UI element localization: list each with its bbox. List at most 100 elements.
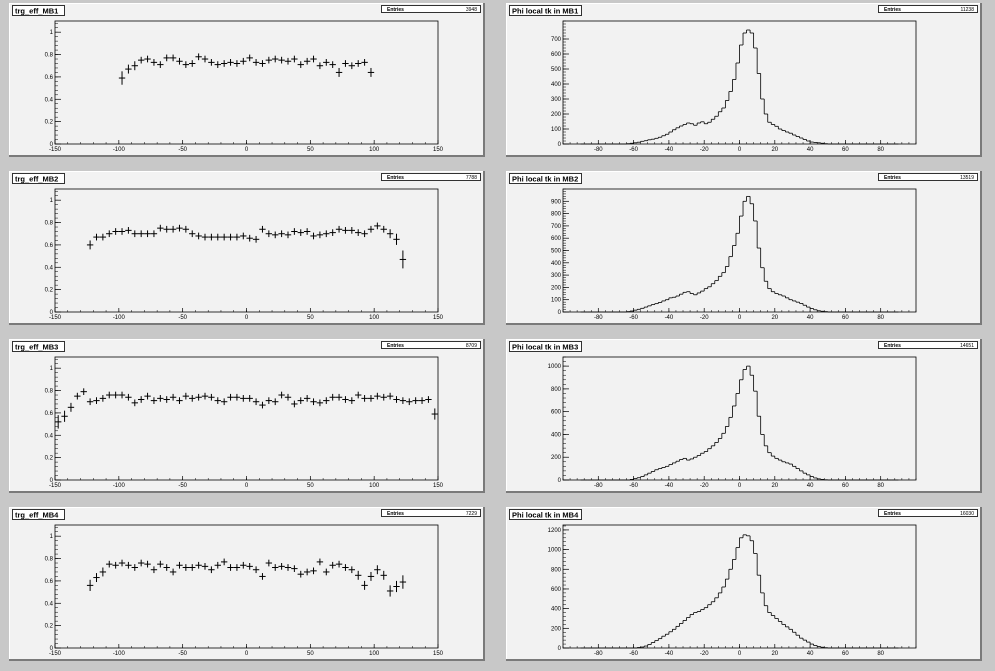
data-point (246, 563, 253, 570)
data-point (399, 397, 407, 404)
y-tick-label: 0.2 (45, 120, 54, 126)
data-point (163, 225, 170, 233)
data-point (259, 401, 266, 409)
data-point (367, 225, 375, 233)
chart-panel-2: -80 -60 -40 -20 0 20 40 60 80 0 100 200 300 400 500 600… (506, 3, 982, 157)
pad-bevel-light (506, 339, 982, 493)
y-tick-label: 1 (50, 198, 54, 204)
plot-frame (562, 356, 917, 481)
data-point (240, 232, 247, 240)
data-point (323, 397, 330, 404)
data-point (112, 228, 119, 235)
data-point (125, 64, 132, 74)
data-point (399, 250, 407, 269)
data-point (220, 60, 228, 67)
data-point (233, 233, 241, 241)
data-point (316, 399, 324, 407)
x-tick-label: 0 (245, 651, 249, 657)
y-tick-label: 400 (551, 432, 562, 438)
stats-box (878, 509, 978, 517)
data-point (329, 561, 336, 569)
chart-svg: -80 -60 -40 -20 0 20 40 60 800100200300400500600… (506, 171, 982, 325)
stats-entries-label: Entries (387, 7, 404, 13)
y-tick-label: 0 (558, 142, 562, 148)
data-point (233, 393, 241, 401)
x-tick-label: 150 (433, 483, 444, 489)
data-point (361, 395, 368, 402)
data-point (240, 395, 247, 402)
data-point (86, 398, 94, 406)
histogram (580, 29, 899, 145)
x-tick-label: 0 (245, 315, 249, 321)
y-tick-label: 0.6 (45, 579, 54, 585)
x-tick-label: -150 (49, 651, 62, 657)
data-point (348, 397, 356, 404)
data-point (310, 232, 317, 240)
data-point (125, 227, 132, 234)
data-point (106, 230, 113, 238)
data-point (278, 56, 285, 64)
pad-bevel-light (506, 171, 982, 325)
data-point (335, 393, 343, 401)
data-point (220, 558, 228, 566)
data-point (163, 564, 170, 571)
data-point (131, 230, 138, 238)
data-point (367, 571, 375, 581)
x-tick-label: -60 (629, 315, 638, 321)
data-point (393, 580, 400, 593)
stats-entries-label: Entries (387, 175, 404, 181)
data-point (169, 54, 177, 62)
stats-entries-label: Entries (884, 7, 901, 13)
stats-entries-value: 11238 (960, 7, 974, 13)
y-tick-label: 0.8 (45, 557, 54, 563)
data-point (252, 59, 260, 66)
pad-bevel-dark (506, 339, 982, 493)
data-point (252, 566, 260, 574)
y-tick-label: 400 (551, 261, 562, 267)
data-point (278, 563, 285, 570)
histogram (580, 534, 899, 649)
x-tick-label: 0 (738, 315, 742, 321)
y-tick-label: 0.2 (45, 456, 54, 462)
data-point (246, 234, 253, 242)
chart-svg: -150 -100 -50 0 50 100 150 0 0.2 0.4 0.6 0.8 1 trg_ef… (9, 339, 485, 493)
x-tick-label: -80 (594, 483, 603, 489)
pad-bevel-light (506, 3, 982, 157)
data-point (259, 60, 266, 67)
data-point (118, 391, 126, 399)
data-point (374, 222, 381, 230)
x-tick-label: 100 (369, 651, 380, 657)
y-tick-label: 600 (551, 410, 562, 416)
data-point (220, 233, 228, 241)
x-tick-label: 50 (307, 483, 314, 489)
x-tick-label: 80 (877, 651, 884, 657)
chart-svg: -150 -100 -50 0 50 100 150 0 0.2 0.4 0.6 0.8 1 trg_ef… (9, 3, 485, 157)
x-tick-label: -40 (665, 147, 674, 153)
y-tick-label: 900 (551, 199, 562, 205)
y-tick-label: 800 (551, 212, 562, 218)
data-point (220, 398, 228, 406)
data-point (265, 397, 273, 404)
x-tick-label: -100 (113, 483, 126, 489)
y-tick-label: 800 (551, 387, 562, 393)
y-tick-label: 400 (551, 607, 562, 613)
data-point (137, 396, 145, 403)
x-tick-label: -80 (594, 315, 603, 321)
data-point (112, 391, 119, 399)
y-tick-label: 0 (558, 646, 562, 652)
chart-panel-1: -150 -100 -50 0 50 100 150 0 0.2 0.4 0.6 0.8 1 trg_ef… (9, 3, 485, 157)
data-point (367, 67, 375, 77)
data-point (99, 233, 107, 241)
data-point (335, 67, 343, 77)
x-tick-label: 20 (771, 483, 778, 489)
stats-entries-value: 3948 (466, 7, 477, 13)
data-point (303, 395, 311, 402)
data-point (169, 393, 177, 401)
stats-entries-value: 13519 (960, 175, 974, 181)
data-point (93, 397, 100, 404)
data-point (144, 392, 151, 400)
pad-bevel-light (9, 171, 485, 325)
x-tick-label: 100 (369, 147, 380, 153)
data-point (125, 393, 132, 401)
x-tick-label: 100 (369, 315, 380, 321)
